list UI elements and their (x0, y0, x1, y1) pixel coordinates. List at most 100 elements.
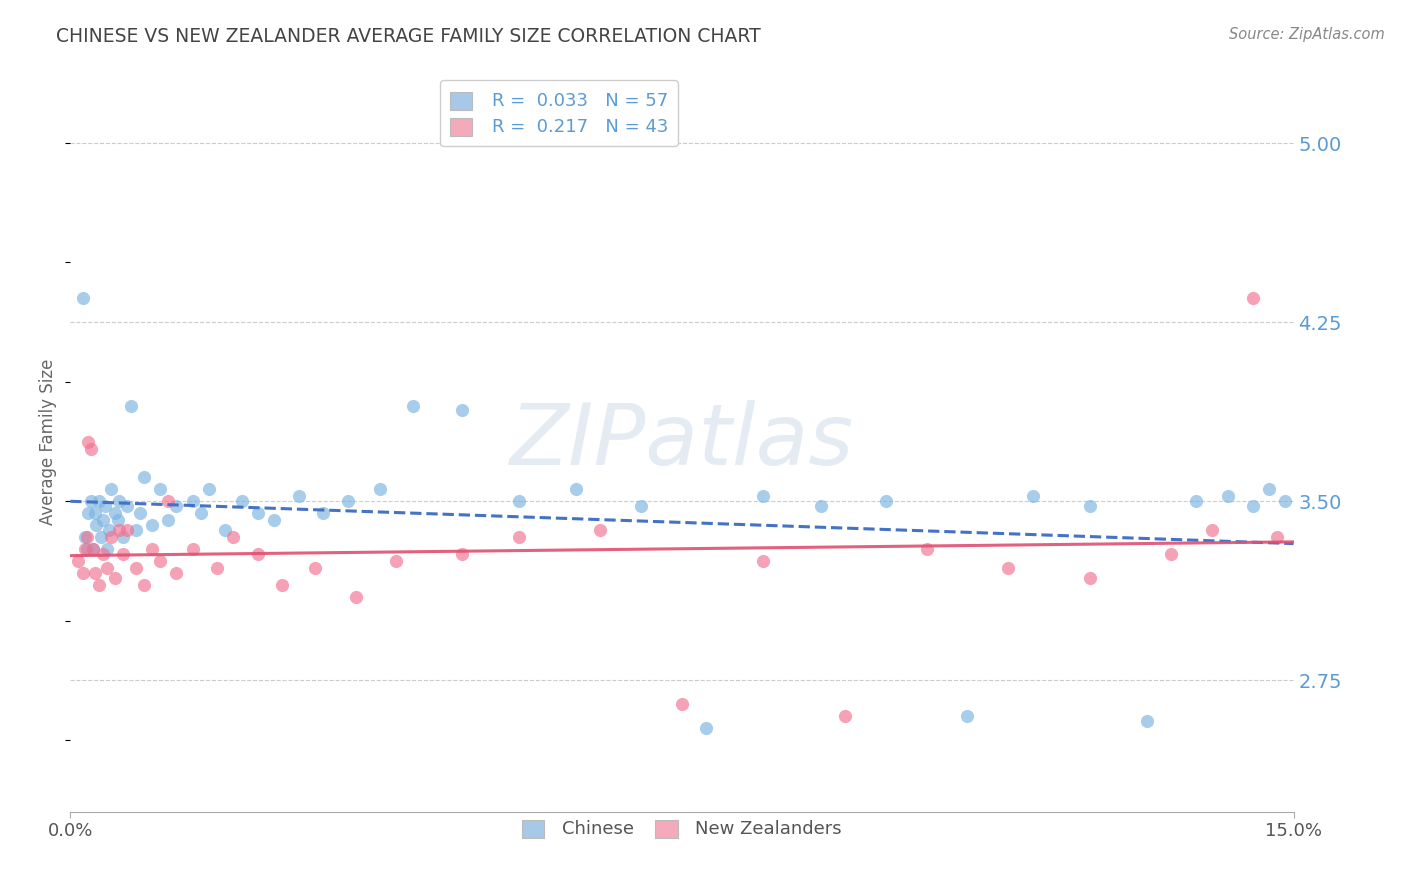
Point (117, 499, 139, 513)
Point (86, 518, 108, 533)
Point (205, 561, 228, 575)
Point (1184, 494, 1206, 508)
Point (671, 698, 693, 712)
Point (91, 547, 114, 561)
Point (1274, 494, 1296, 508)
Point (231, 494, 253, 508)
Point (1160, 547, 1182, 561)
Point (198, 483, 221, 497)
Point (157, 494, 180, 508)
Point (1258, 483, 1281, 497)
Point (810, 499, 832, 513)
Point (695, 721, 717, 735)
Point (1201, 523, 1223, 537)
Point (1078, 571, 1101, 585)
Point (508, 530, 530, 544)
Point (93, 499, 115, 513)
Point (83, 506, 105, 520)
Point (96, 561, 118, 575)
Point (956, 709, 979, 723)
Point (190, 506, 212, 520)
Point (91, 513, 114, 527)
Point (450, 403, 472, 417)
Point (222, 530, 245, 544)
Point (100, 530, 122, 544)
Point (1136, 714, 1159, 728)
Point (565, 483, 588, 497)
Point (875, 494, 897, 508)
Point (1241, 291, 1264, 305)
Point (312, 506, 335, 520)
Point (263, 513, 285, 527)
Point (79, 442, 103, 456)
Point (108, 494, 131, 508)
Point (82, 541, 104, 556)
Text: CHINESE VS NEW ZEALANDER AVERAGE FAMILY SIZE CORRELATION CHART: CHINESE VS NEW ZEALANDER AVERAGE FAMILY … (56, 27, 761, 45)
Point (752, 490, 775, 504)
Point (124, 523, 146, 537)
Point (79, 494, 103, 508)
Point (246, 506, 269, 520)
Point (1021, 490, 1043, 504)
Point (157, 513, 180, 527)
Point (98, 523, 121, 537)
Point (87, 578, 110, 592)
Point (112, 530, 135, 544)
Point (287, 490, 309, 504)
Point (132, 578, 155, 592)
Text: ZIPatlas: ZIPatlas (510, 400, 853, 483)
Point (752, 554, 775, 568)
Point (90, 530, 112, 544)
Point (73, 541, 96, 556)
Point (77, 506, 100, 520)
Point (997, 561, 1019, 575)
Point (107, 513, 129, 527)
Point (181, 494, 204, 508)
Point (368, 483, 391, 497)
Point (344, 590, 367, 604)
Point (87, 494, 110, 508)
Point (1078, 499, 1101, 513)
Point (149, 483, 172, 497)
Point (385, 554, 408, 568)
Legend: Chinese, New Zealanders: Chinese, New Zealanders (513, 809, 851, 847)
Point (104, 571, 127, 585)
Point (630, 499, 652, 513)
Y-axis label: Average Family Size: Average Family Size (39, 359, 58, 524)
Point (72, 291, 94, 305)
Point (304, 561, 326, 575)
Point (165, 566, 187, 580)
Point (96, 541, 118, 556)
Text: Source: ZipAtlas.com: Source: ZipAtlas.com (1229, 27, 1385, 42)
Point (1218, 490, 1240, 504)
Point (104, 506, 127, 520)
Point (73, 530, 96, 544)
Point (108, 523, 131, 537)
Point (165, 499, 187, 513)
Point (450, 547, 472, 561)
Point (181, 541, 204, 556)
Point (121, 399, 143, 413)
Point (77, 434, 100, 449)
Point (336, 494, 359, 508)
Point (117, 523, 139, 537)
Point (124, 561, 146, 575)
Point (128, 506, 150, 520)
Point (67, 554, 90, 568)
Point (1265, 530, 1288, 544)
Point (141, 541, 163, 556)
Point (246, 547, 269, 561)
Point (834, 709, 856, 723)
Point (82, 541, 104, 556)
Point (112, 547, 135, 561)
Point (915, 541, 938, 556)
Point (214, 523, 236, 537)
Point (76, 530, 98, 544)
Point (271, 578, 294, 592)
Point (149, 554, 172, 568)
Point (72, 566, 94, 580)
Point (508, 494, 530, 508)
Point (1241, 499, 1264, 513)
Point (100, 483, 122, 497)
Point (141, 518, 163, 533)
